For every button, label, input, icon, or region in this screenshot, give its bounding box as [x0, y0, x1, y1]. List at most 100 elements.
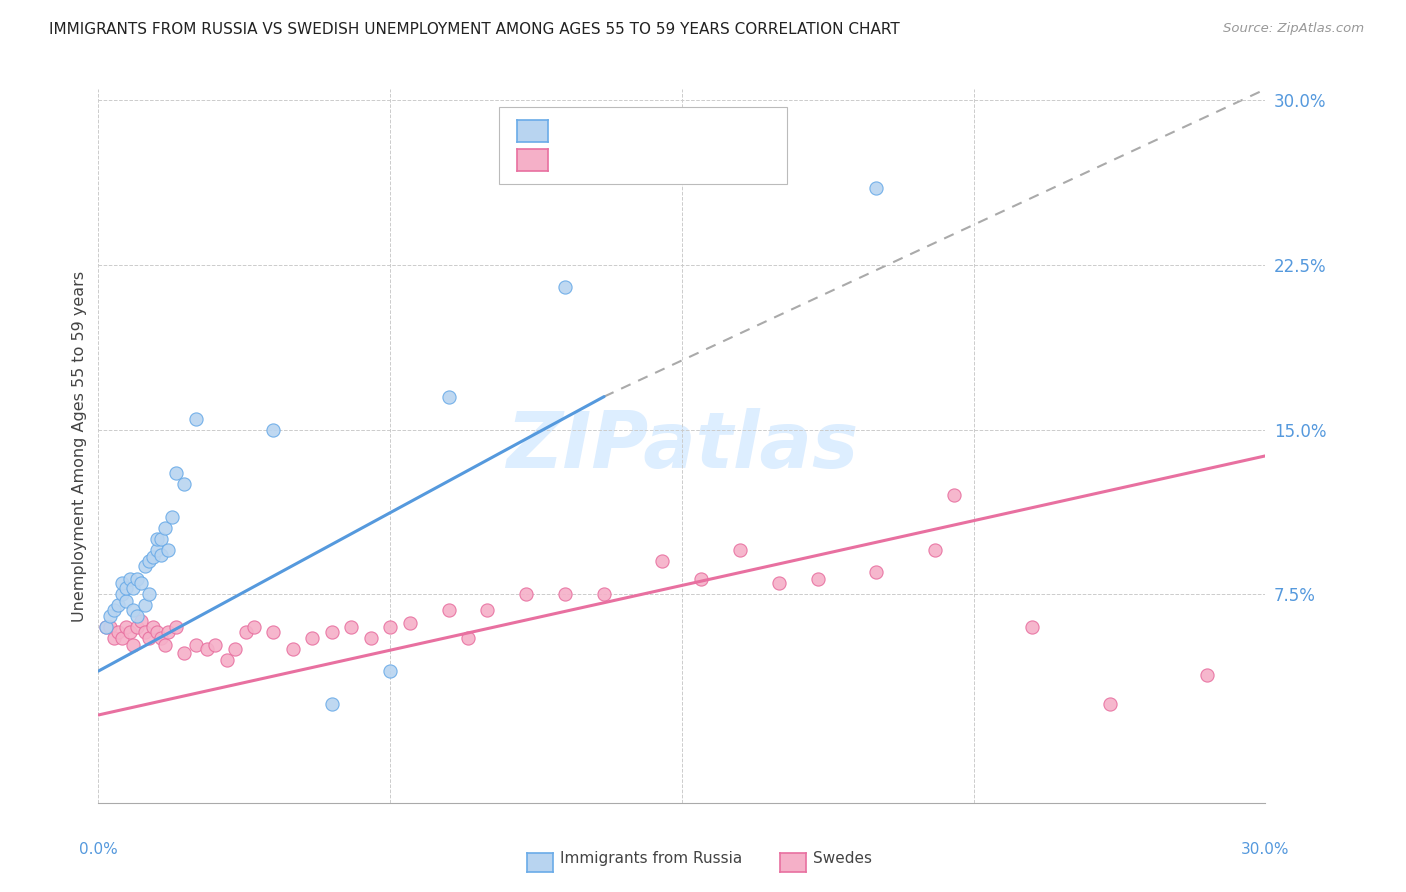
Point	[122, 638, 145, 652]
Text: IMMIGRANTS FROM RUSSIA VS SWEDISH UNEMPLOYMENT AMONG AGES 55 TO 59 YEARS CORRELA: IMMIGRANTS FROM RUSSIA VS SWEDISH UNEMPL…	[49, 22, 900, 37]
Point	[340, 620, 363, 634]
Point	[360, 631, 382, 645]
Point	[807, 572, 830, 586]
Point	[149, 548, 172, 562]
Point	[134, 598, 156, 612]
Point	[149, 533, 172, 547]
Point	[301, 631, 323, 645]
Point	[593, 587, 616, 601]
Point	[146, 533, 169, 547]
Point	[146, 543, 169, 558]
Point	[515, 587, 537, 601]
Point	[195, 642, 218, 657]
Point	[114, 594, 136, 608]
Point	[380, 664, 402, 678]
Text: R =: R =	[554, 122, 588, 136]
Point	[651, 554, 673, 568]
Point	[153, 638, 176, 652]
Text: 0.0%: 0.0%	[79, 842, 118, 857]
Point	[1021, 620, 1043, 634]
Text: N =: N =	[631, 153, 675, 168]
Point	[98, 609, 121, 624]
Point	[107, 624, 129, 639]
Point	[865, 181, 887, 195]
Point	[129, 576, 152, 591]
Point	[554, 587, 576, 601]
Point	[1195, 668, 1218, 682]
Point	[173, 647, 195, 661]
Point	[142, 549, 165, 564]
Text: 0.466: 0.466	[586, 153, 634, 168]
Point	[122, 581, 145, 595]
Point	[134, 558, 156, 573]
Point	[281, 642, 304, 657]
Point	[865, 566, 887, 580]
Point	[138, 554, 160, 568]
Point	[554, 280, 576, 294]
Point	[122, 602, 145, 616]
Point	[114, 620, 136, 634]
Point	[477, 602, 499, 616]
Point	[153, 521, 176, 535]
Point	[103, 631, 125, 645]
Point	[262, 423, 284, 437]
Text: 0.511: 0.511	[586, 122, 634, 136]
Point	[98, 620, 121, 634]
Text: 30.0%: 30.0%	[1241, 842, 1289, 857]
Text: Swedes: Swedes	[813, 851, 872, 865]
Point	[943, 488, 966, 502]
Point	[398, 615, 420, 630]
Text: R =: R =	[554, 153, 588, 168]
Point	[96, 620, 118, 634]
Point	[924, 543, 946, 558]
Point	[127, 609, 149, 624]
Point	[162, 510, 184, 524]
Point	[146, 624, 169, 639]
Point	[1098, 697, 1121, 711]
Point	[224, 642, 246, 657]
Point	[380, 620, 402, 634]
Point	[215, 653, 238, 667]
Point	[262, 624, 284, 639]
Point	[204, 638, 226, 652]
Point	[690, 572, 713, 586]
Point	[457, 631, 479, 645]
Text: 35: 35	[669, 122, 690, 136]
Point	[165, 620, 187, 634]
Point	[127, 572, 149, 586]
Point	[437, 602, 460, 616]
Point	[111, 576, 134, 591]
Point	[437, 390, 460, 404]
Point	[235, 624, 257, 639]
Point	[118, 624, 141, 639]
Text: 51: 51	[669, 153, 690, 168]
Point	[129, 614, 152, 628]
Point	[111, 631, 134, 645]
Text: ZIPatlas: ZIPatlas	[506, 408, 858, 484]
Point	[134, 624, 156, 639]
Point	[165, 467, 187, 481]
Point	[184, 411, 207, 425]
Point	[107, 598, 129, 612]
Point	[157, 543, 180, 558]
Point	[138, 631, 160, 645]
Point	[321, 697, 343, 711]
Point	[157, 624, 180, 639]
Text: Immigrants from Russia: Immigrants from Russia	[560, 851, 742, 865]
Point	[768, 576, 790, 591]
Point	[243, 620, 266, 634]
Point	[127, 620, 149, 634]
Point	[173, 477, 195, 491]
Point	[149, 631, 172, 645]
Point	[103, 602, 125, 616]
Point	[138, 587, 160, 601]
Point	[321, 624, 343, 639]
Text: N =: N =	[631, 122, 675, 136]
Point	[118, 572, 141, 586]
Point	[142, 620, 165, 634]
Point	[96, 620, 118, 634]
Y-axis label: Unemployment Among Ages 55 to 59 years: Unemployment Among Ages 55 to 59 years	[72, 270, 87, 622]
Text: Source: ZipAtlas.com: Source: ZipAtlas.com	[1223, 22, 1364, 36]
Point	[114, 581, 136, 595]
Point	[111, 587, 134, 601]
